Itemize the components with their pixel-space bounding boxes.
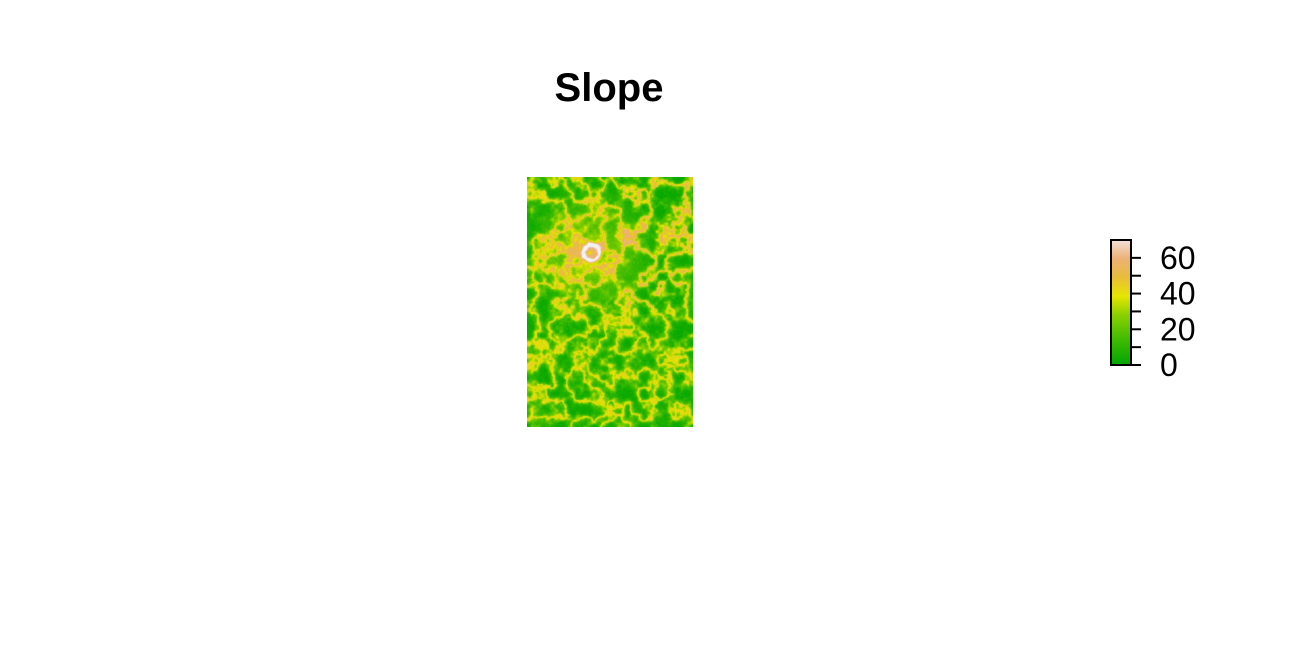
legend-tick-label: 40 — [1160, 276, 1196, 312]
legend-tick-label: 60 — [1160, 240, 1196, 276]
plot-title: Slope — [554, 66, 664, 110]
legend-colorbar — [1110, 239, 1132, 366]
legend-tick-label: 20 — [1160, 311, 1196, 347]
legend-tick-label: 0 — [1160, 347, 1178, 380]
slope-raster — [527, 177, 693, 427]
